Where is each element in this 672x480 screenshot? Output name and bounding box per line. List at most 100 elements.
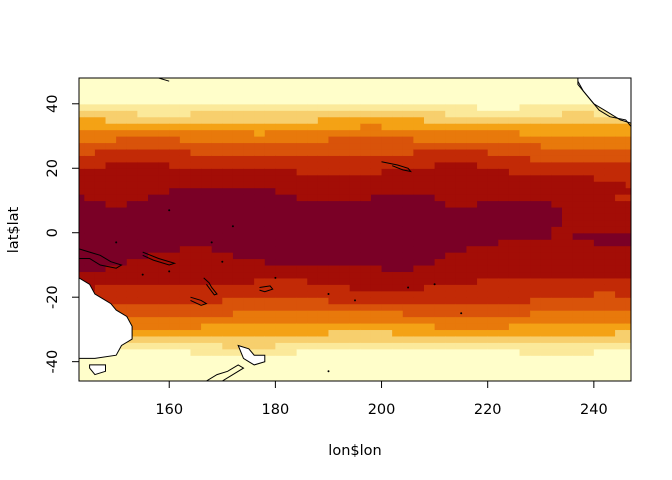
heatmap-cell (455, 374, 468, 381)
heatmap-cell (328, 284, 340, 292)
heatmap-cell (169, 348, 181, 356)
heatmap-cell (339, 355, 351, 363)
heatmap-cell (105, 168, 117, 176)
heatmap-cell (519, 374, 531, 381)
heatmap-cell (370, 187, 383, 195)
heatmap-cell (232, 200, 245, 208)
heatmap-cell (562, 116, 574, 124)
heatmap-cell (116, 303, 128, 311)
heatmap-cell (381, 136, 393, 144)
heatmap-cell (126, 84, 138, 92)
heatmap-cell (211, 129, 223, 137)
heatmap-cell (190, 110, 202, 118)
heatmap-cell (424, 187, 436, 195)
heatmap-cell (402, 78, 414, 86)
heatmap-cell (232, 264, 245, 273)
heatmap-cell (307, 103, 319, 111)
heatmap-cell (349, 129, 361, 137)
heatmap-cell (243, 303, 255, 311)
heatmap-cell (424, 200, 436, 208)
heatmap-cell (540, 290, 552, 298)
heatmap-cell (84, 271, 96, 279)
heatmap-cell (498, 116, 510, 124)
heatmap-cell (190, 129, 202, 137)
heatmap-cell (487, 290, 499, 298)
heatmap-cell (583, 316, 595, 324)
heatmap-cell (604, 129, 616, 137)
heatmap-cell (222, 142, 234, 150)
heatmap-cell (190, 194, 202, 202)
heatmap-cell (286, 84, 298, 92)
heatmap-cell (381, 129, 393, 137)
heatmap-cell (540, 181, 552, 189)
heatmap-cell (137, 110, 149, 118)
heatmap-cell (116, 84, 128, 92)
heatmap-cell (360, 277, 372, 285)
heatmap-cell (519, 290, 531, 298)
heatmap-cell (275, 103, 287, 111)
heatmap-cell (519, 97, 531, 105)
heatmap-cell (211, 277, 223, 285)
heatmap-cell (84, 368, 96, 376)
heatmap-cell (105, 374, 117, 381)
heatmap-cell (572, 329, 584, 337)
heatmap-cell (254, 213, 266, 221)
heatmap-cell (243, 142, 255, 150)
heatmap-cell (254, 168, 266, 176)
heatmap-cell (551, 374, 563, 381)
heatmap-cell (275, 252, 287, 260)
heatmap-cell (487, 194, 499, 202)
heatmap-cell (126, 271, 138, 279)
heatmap-cell (392, 181, 404, 189)
heatmap-cell (169, 310, 181, 318)
heatmap-cell (116, 374, 128, 381)
heatmap-cell (583, 116, 595, 124)
heatmap-cell (232, 187, 245, 195)
heatmap-cell (477, 84, 489, 92)
heatmap-cell (360, 200, 372, 208)
heatmap-cell (424, 271, 436, 279)
heatmap-cell (243, 232, 255, 240)
heatmap-cell (158, 90, 170, 98)
heatmap-cell (349, 355, 361, 363)
heatmap-cell (572, 116, 584, 124)
heatmap-cell (328, 342, 340, 350)
heatmap-cell (179, 123, 192, 131)
heatmap-cell (339, 368, 351, 376)
heatmap-cell (158, 290, 170, 298)
heatmap-cell (222, 174, 234, 182)
heatmap-cell (593, 219, 606, 227)
heatmap-cell (583, 110, 595, 118)
heatmap-cell (455, 78, 468, 86)
heatmap-cell (615, 252, 627, 260)
heatmap-cell (328, 290, 340, 298)
heatmap-cell (466, 123, 478, 131)
heatmap-cell (201, 335, 213, 343)
heatmap-cell (498, 264, 510, 273)
heatmap-cell (339, 348, 351, 356)
heatmap-cell (477, 284, 489, 292)
heatmap-cell (604, 303, 616, 311)
heatmap-cell (551, 219, 563, 227)
heatmap-cell (593, 342, 606, 350)
heatmap-cell (572, 226, 584, 234)
heatmap-cell (508, 239, 521, 247)
heatmap-cell (201, 206, 213, 214)
heatmap-cell (530, 148, 542, 156)
heatmap-cell (625, 310, 631, 318)
heatmap-cell (254, 123, 266, 131)
heatmap-cell (243, 181, 255, 189)
tasmania-coastline (89, 364, 106, 376)
heatmap-cell (232, 355, 245, 363)
heatmap-cell (583, 284, 595, 292)
heatmap-cell (179, 374, 192, 381)
heatmap-cell (625, 232, 631, 240)
heatmap-cell (286, 136, 298, 144)
heatmap-cell (583, 155, 595, 163)
heatmap-cell (392, 368, 404, 376)
heatmap-cell (211, 284, 223, 292)
heatmap-cell (105, 78, 117, 86)
heatmap-cell (402, 123, 414, 131)
heatmap-cell (349, 123, 361, 131)
heatmap-cell (413, 322, 425, 331)
